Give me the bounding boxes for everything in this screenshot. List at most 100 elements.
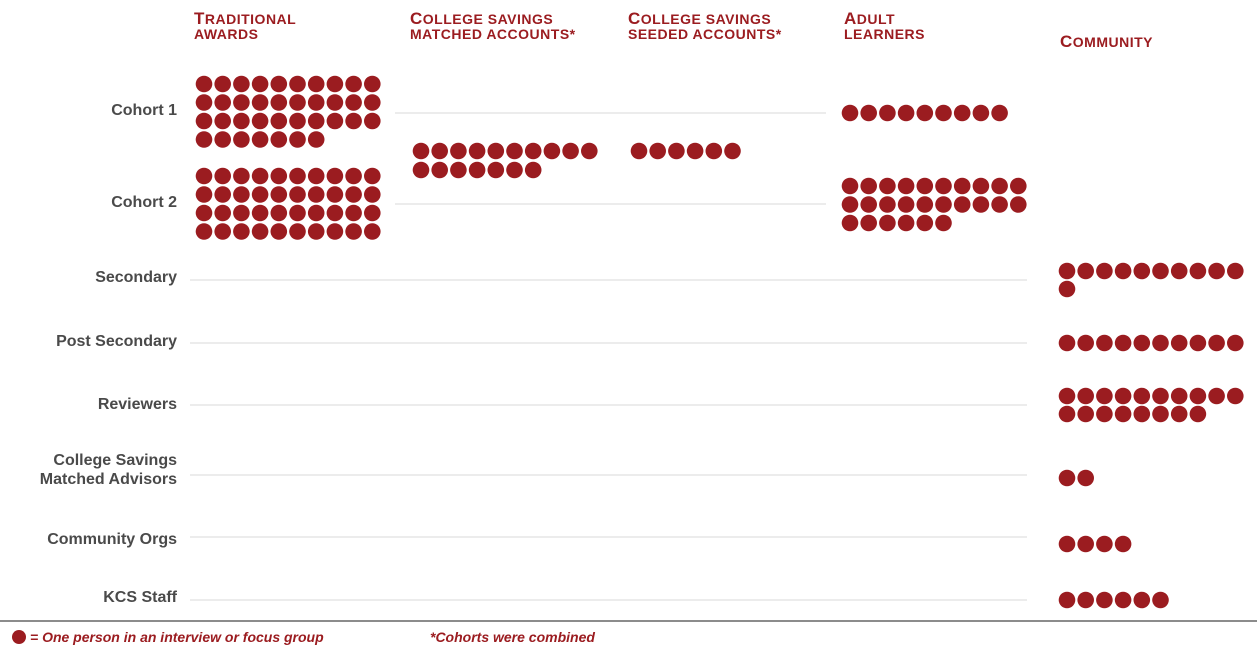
person-dot xyxy=(289,112,306,130)
row-label-post-secondary: Post Secondary xyxy=(56,333,177,350)
person-dot xyxy=(364,112,381,130)
person-dot xyxy=(581,142,598,160)
person-dot xyxy=(270,204,288,222)
person-dot xyxy=(1189,387,1207,405)
person-dot xyxy=(668,142,685,160)
person-dot xyxy=(195,94,213,111)
person-dot xyxy=(450,142,467,160)
person-dot xyxy=(326,75,344,93)
person-dot xyxy=(1170,262,1188,280)
person-dot xyxy=(487,142,505,160)
dot-group xyxy=(1058,387,1244,423)
person-dot xyxy=(1114,262,1132,280)
person-dot xyxy=(195,131,213,148)
legend-cohorts-note: *Cohorts were combined xyxy=(430,629,595,645)
person-dot xyxy=(1096,591,1113,609)
person-dot xyxy=(195,75,213,93)
person-dot xyxy=(879,104,896,122)
person-dot xyxy=(1114,334,1132,352)
person-dot xyxy=(195,204,213,222)
person-dot xyxy=(1058,469,1076,487)
person-dot xyxy=(506,142,523,160)
person-dot xyxy=(195,167,213,185)
person-dot xyxy=(1058,591,1076,609)
person-dot xyxy=(506,161,523,179)
person-dot xyxy=(935,104,952,122)
person-dot xyxy=(724,142,741,160)
person-dot xyxy=(916,104,934,122)
person-dot xyxy=(233,186,250,203)
person-dot xyxy=(364,204,381,222)
person-dot xyxy=(345,75,362,93)
person-dot xyxy=(195,112,213,130)
person-dot xyxy=(233,167,250,185)
person-dot xyxy=(991,177,1008,195)
person-dot xyxy=(270,75,288,93)
person-dot xyxy=(1096,405,1113,423)
person-dot xyxy=(972,196,990,213)
person-dot xyxy=(897,196,915,213)
person-dot xyxy=(289,131,306,148)
person-dot xyxy=(450,161,467,179)
person-dot xyxy=(214,186,231,203)
person-dot xyxy=(1189,262,1207,280)
person-dot xyxy=(289,94,306,111)
person-dot xyxy=(195,223,213,240)
person-dot xyxy=(251,112,269,130)
person-dot xyxy=(860,214,877,232)
person-dot xyxy=(1077,262,1094,280)
dot-group xyxy=(195,75,381,148)
person-dot xyxy=(251,131,269,148)
column-header-college-savings-seeded: College savings seeded accounts* xyxy=(628,9,782,42)
person-dot xyxy=(307,223,325,240)
person-dot xyxy=(1133,262,1151,280)
person-dot xyxy=(251,186,269,203)
row-label-reviewers: Reviewers xyxy=(97,396,177,413)
row-label-cohort-1: Cohort 1 xyxy=(111,102,177,119)
person-dot xyxy=(562,142,579,160)
person-dot xyxy=(487,161,505,179)
person-dot xyxy=(524,161,542,179)
person-dot xyxy=(214,204,231,222)
person-dot xyxy=(1114,387,1132,405)
person-dot xyxy=(897,104,915,122)
person-dot xyxy=(289,204,306,222)
person-dot xyxy=(1152,405,1169,423)
person-dot xyxy=(972,104,990,122)
person-dot xyxy=(412,142,430,160)
person-dot xyxy=(630,142,648,160)
row-label-secondary: Secondary xyxy=(95,269,177,286)
person-dot xyxy=(1170,387,1188,405)
dot-group xyxy=(195,167,381,240)
person-dot xyxy=(345,167,362,185)
person-dot xyxy=(364,94,381,111)
person-dot xyxy=(233,112,250,130)
person-dot xyxy=(1227,387,1244,405)
person-dot xyxy=(233,223,250,240)
person-dot xyxy=(326,204,344,222)
person-dot xyxy=(326,167,344,185)
person-dot xyxy=(1077,387,1094,405)
person-dot xyxy=(972,177,990,195)
person-dot xyxy=(916,196,934,213)
person-dot xyxy=(860,104,877,122)
person-dot xyxy=(953,196,971,213)
person-dot xyxy=(1189,405,1207,423)
person-dot xyxy=(270,167,288,185)
person-dot xyxy=(345,204,362,222)
person-dot xyxy=(1058,262,1076,280)
person-dot xyxy=(364,186,381,203)
person-dot xyxy=(1152,387,1169,405)
person-dot xyxy=(251,204,269,222)
person-dot xyxy=(649,142,666,160)
dot-group xyxy=(1058,591,1169,609)
person-dot xyxy=(289,186,306,203)
person-dot xyxy=(270,112,288,130)
person-dot xyxy=(195,186,213,203)
person-dot xyxy=(1114,591,1132,609)
person-dot xyxy=(1077,405,1094,423)
person-dot xyxy=(935,214,952,232)
row-label-kcs-staff: KCS Staff xyxy=(103,589,177,606)
person-dot xyxy=(879,177,896,195)
